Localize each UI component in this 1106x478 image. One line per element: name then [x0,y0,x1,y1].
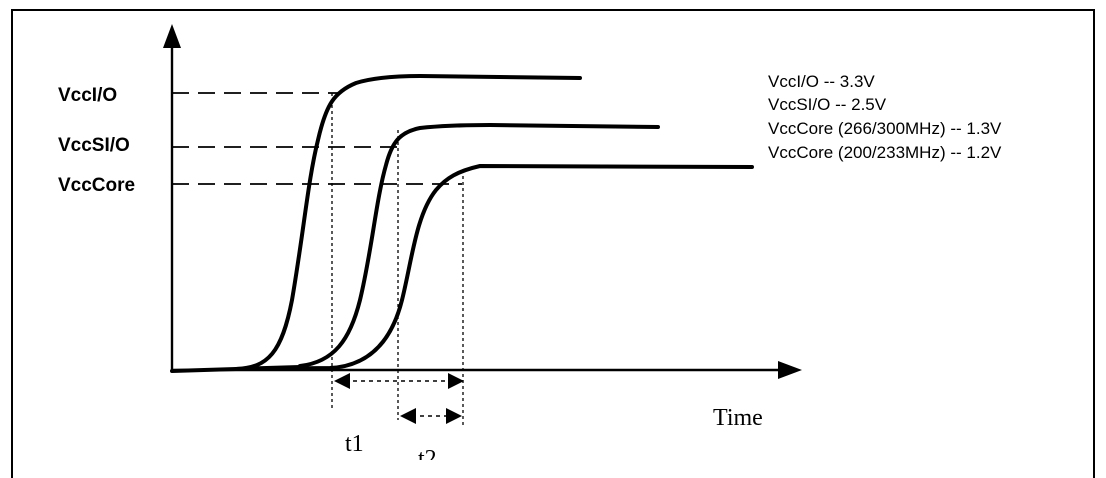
x-axis-label-time: Time [713,405,763,431]
level-label-vcc-io: VccI/O [58,85,117,106]
legend-item-vcc-core-266: VccCore (266/300MHz) -- 1.3V [768,119,1002,138]
interval-t1-left-arrowhead [334,373,350,389]
level-label-vcc-core: VccCore [58,175,135,196]
x-axis-arrowhead [778,361,802,379]
frame-border [11,9,1095,478]
curve-vcc-io [234,74,582,371]
interval-t1-right-arrowhead [448,373,464,389]
legend-item-vcc-io: VccI/O -- 3.3V [768,72,875,91]
y-axis-arrowhead [163,24,181,48]
legend-item-vcc-sio: VccSI/O -- 2.5V [768,95,887,114]
interval-t2-right-arrowhead [446,408,462,424]
interval-label-t1: t1 [345,431,364,457]
t2-clip-mask [410,460,470,478]
legend-item-vcc-core-200: VccCore (200/233MHz) -- 1.2V [768,143,1002,162]
curve-vcc-core [234,164,754,371]
curve-vcc-sio [298,123,660,368]
level-label-vcc-sio: VccSI/O [58,135,130,156]
interval-t2-left-arrowhead [400,408,416,424]
